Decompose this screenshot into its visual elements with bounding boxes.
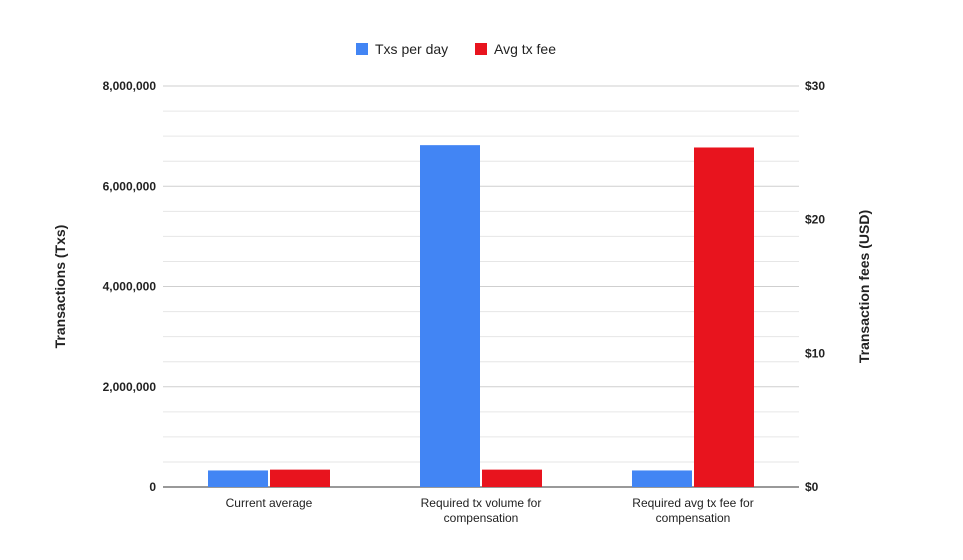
bar-avg-tx-fee-2 — [694, 147, 754, 487]
y-left-tick-label: 2,000,000 — [103, 380, 157, 394]
category-label: Required tx volume for — [421, 496, 542, 510]
bar-txs-per-day-2 — [632, 470, 692, 487]
y-right-tick-label: $10 — [805, 346, 825, 360]
y-left-axis-title: Transactions (Txs) — [52, 225, 68, 349]
y-right-tick-label: $30 — [805, 79, 825, 93]
axes: Current average Required tx volume forcom… — [52, 79, 872, 525]
y-left-tick-label: 6,000,000 — [103, 179, 157, 193]
category-label: compensation — [656, 511, 731, 525]
legend-label-txs-per-day: Txs per day — [375, 41, 448, 57]
legend[interactable]: Txs per day Avg tx fee — [356, 41, 556, 57]
y-right-axis-title: Transaction fees (USD) — [856, 210, 872, 363]
category-label: Required avg tx fee for — [632, 496, 753, 510]
bar-avg-tx-fee-0 — [270, 469, 330, 487]
legend-label-avg-tx-fee: Avg tx fee — [494, 41, 556, 57]
y-left-tick-label: 8,000,000 — [103, 79, 157, 93]
y-right-tick-label: $0 — [805, 480, 819, 494]
category-label: compensation — [444, 511, 519, 525]
category-label: Current average — [226, 496, 313, 510]
legend-swatch-txs-per-day — [356, 43, 368, 55]
gridlines — [163, 85, 799, 488]
bar-txs-per-day-0 — [208, 470, 268, 487]
bar-avg-tx-fee-1 — [482, 469, 542, 487]
bar-txs-per-day-1 — [420, 145, 480, 487]
y-left-tick-label: 0 — [149, 480, 156, 494]
y-left-tick-label: 4,000,000 — [103, 280, 157, 294]
legend-swatch-avg-tx-fee — [475, 43, 487, 55]
y-right-tick-label: $20 — [805, 213, 825, 227]
cropped-title-strip — [0, 0, 963, 5]
bars — [208, 145, 754, 487]
